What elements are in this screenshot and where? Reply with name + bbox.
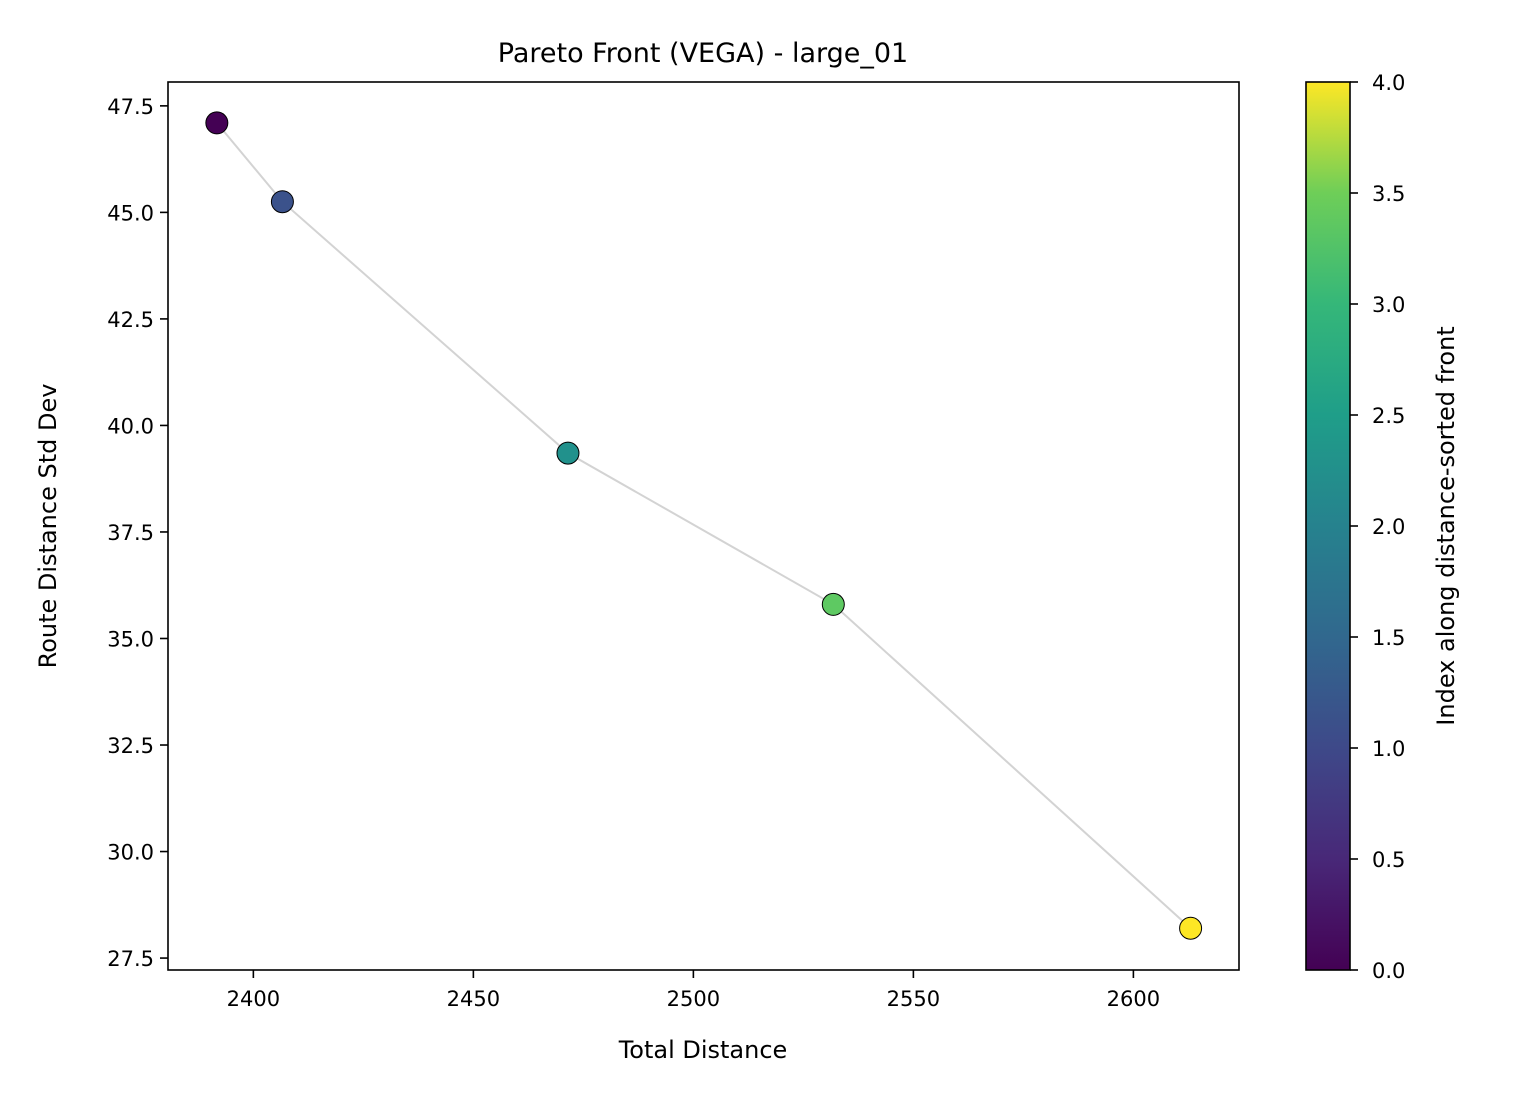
colorbar-tick-label: 0.0 [1372, 959, 1405, 983]
y-tick-label: 40.0 [107, 414, 154, 438]
y-tick-label: 30.0 [107, 841, 154, 865]
data-point [270, 190, 294, 214]
y-axis: 27.5 30.0 32.5 35.0 37.5 40.0 42.5 45.0 47.5 [107, 95, 168, 971]
x-tick-label: 2500 [667, 987, 720, 1011]
data-point [556, 441, 580, 465]
plot-frame [167, 81, 1240, 971]
y-tick-label: 27.5 [107, 947, 154, 971]
y-tick-label: 47.5 [107, 95, 154, 119]
x-tick-label: 2400 [227, 987, 280, 1011]
plot-area [205, 111, 1203, 940]
chart-title: Pareto Front (VEGA) - large_01 [498, 38, 908, 69]
colorbar-label: Index along distance-sorted front [1432, 326, 1460, 725]
colorbar-tick-label: 4.0 [1372, 71, 1405, 95]
colorbar-axis: 0.0 0.5 1.0 1.5 2.0 2.5 3.0 3.5 4.0 [1350, 71, 1405, 983]
y-tick-label: 35.0 [107, 627, 154, 651]
colorbar [1305, 81, 1351, 971]
x-axis: 2400 2450 2500 2550 2600 [227, 970, 1160, 1011]
x-axis-label: Total Distance [618, 1036, 788, 1064]
data-point [1179, 916, 1203, 940]
x-tick-label: 2450 [447, 987, 500, 1011]
y-tick-label: 37.5 [107, 521, 154, 545]
x-tick-label: 2550 [887, 987, 940, 1011]
colorbar-tick-label: 2.0 [1372, 515, 1405, 539]
colorbar-tick-label: 1.5 [1372, 626, 1405, 650]
colorbar-tick-label: 1.0 [1372, 737, 1405, 761]
colorbar-tick-label: 3.0 [1372, 293, 1405, 317]
x-tick-label: 2600 [1107, 987, 1160, 1011]
data-point [205, 111, 229, 135]
y-tick-label: 45.0 [107, 201, 154, 225]
data-point [821, 592, 845, 616]
y-axis-label: Route Distance Std Dev [34, 384, 62, 669]
colorbar-tick-label: 2.5 [1372, 404, 1405, 428]
y-tick-label: 32.5 [107, 734, 154, 758]
y-tick-label: 42.5 [107, 308, 154, 332]
colorbar-tick-label: 3.5 [1372, 182, 1405, 206]
front-line [216, 122, 1192, 929]
colorbar-tick-label: 0.5 [1372, 848, 1405, 872]
